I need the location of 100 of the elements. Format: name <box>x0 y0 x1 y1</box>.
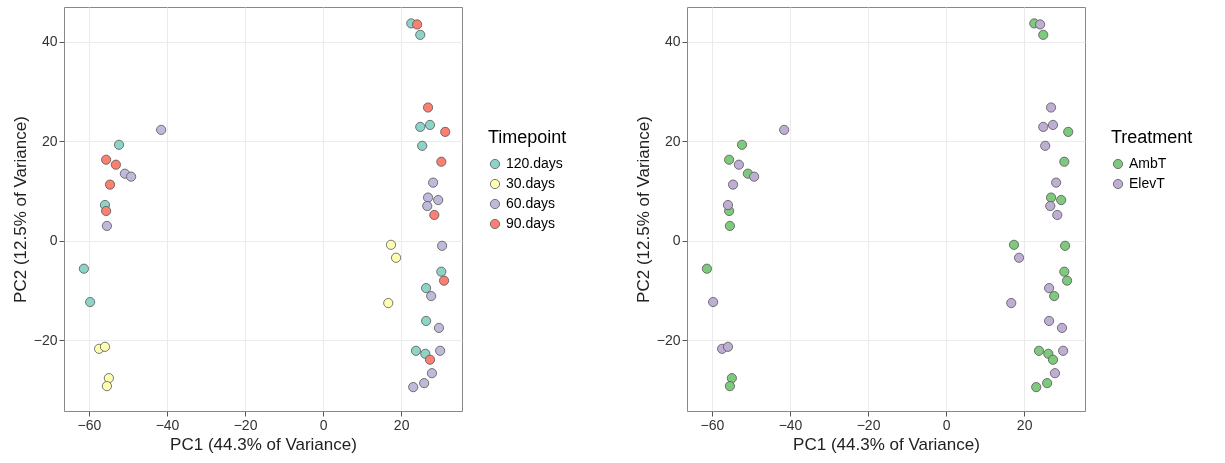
point <box>78 263 89 274</box>
x-tick-label: −40 <box>778 416 803 433</box>
y-tick-label: 40 <box>41 33 58 50</box>
point <box>101 381 112 392</box>
point <box>724 220 735 231</box>
point <box>1033 345 1044 356</box>
x-tick-label: 0 <box>942 416 951 433</box>
point <box>1047 354 1059 365</box>
x-tick-label: 20 <box>393 416 410 433</box>
legend-label: AmbT <box>1129 155 1167 171</box>
point <box>428 177 439 188</box>
point <box>424 119 436 130</box>
point <box>435 345 446 356</box>
point <box>440 126 451 137</box>
point <box>426 368 437 379</box>
point <box>722 200 733 211</box>
point <box>99 341 110 352</box>
point <box>722 341 733 352</box>
y-tick-label: 20 <box>664 132 681 149</box>
point <box>105 179 116 190</box>
point <box>1042 378 1053 389</box>
legend-label: 60.days <box>506 195 556 211</box>
point <box>1038 121 1049 132</box>
point <box>1049 368 1060 379</box>
x-tick-label: −20 <box>856 416 881 433</box>
point <box>1060 240 1071 251</box>
point <box>423 192 434 203</box>
point <box>1045 201 1056 212</box>
y-tick-label: −20 <box>33 331 58 348</box>
point <box>436 266 447 277</box>
point <box>385 239 396 250</box>
point <box>1008 239 1019 250</box>
point <box>1044 283 1055 294</box>
point <box>1040 140 1051 151</box>
y-axis-title: PC2 (12.5% of Variance) <box>633 116 653 303</box>
point <box>1035 19 1046 30</box>
x-axis-title: PC1 (44.3% of Variance) <box>170 434 357 454</box>
point <box>1044 315 1055 326</box>
point <box>1006 298 1017 309</box>
point <box>779 124 790 135</box>
legend-label: 30.days <box>506 175 556 191</box>
point <box>412 19 423 30</box>
point <box>114 139 125 150</box>
y-tick-label: −20 <box>656 331 681 348</box>
point <box>1052 209 1063 220</box>
point <box>110 159 121 170</box>
point <box>433 322 444 333</box>
point <box>1059 266 1070 277</box>
point <box>429 209 440 220</box>
y-tick-label: 0 <box>672 232 681 249</box>
point <box>1046 102 1057 113</box>
point <box>708 297 719 308</box>
point <box>101 205 112 216</box>
x-tick-label: −40 <box>155 416 180 433</box>
x-tick-label: 0 <box>319 416 328 433</box>
point <box>437 240 448 251</box>
point <box>424 354 436 365</box>
legend-title: Timepoint <box>488 127 567 147</box>
point <box>408 382 419 393</box>
legend-label: ElevT <box>1129 175 1166 191</box>
point <box>421 283 432 294</box>
point <box>1056 195 1067 206</box>
point <box>1059 156 1070 167</box>
point <box>101 154 112 165</box>
point <box>1058 345 1069 356</box>
y-tick-label: 20 <box>41 132 58 149</box>
point <box>417 140 428 151</box>
point <box>1038 29 1049 40</box>
point <box>1049 291 1060 302</box>
point <box>733 159 744 170</box>
point <box>749 171 760 182</box>
legend-title: Treatment <box>1111 127 1193 147</box>
x-tick-label: 20 <box>1016 416 1033 433</box>
x-tick-label: −60 <box>700 416 725 433</box>
point <box>383 298 394 309</box>
legend-label: 120.days <box>506 155 563 171</box>
point <box>419 378 430 389</box>
point <box>103 373 114 384</box>
point <box>728 179 739 190</box>
point <box>126 171 137 182</box>
legend-label: 90.days <box>506 215 556 231</box>
y-axis-title: PC2 (12.5% of Variance) <box>10 116 30 303</box>
point <box>439 275 450 286</box>
x-axis-title: PC1 (44.3% of Variance) <box>793 434 980 454</box>
point <box>436 156 447 167</box>
point <box>1063 126 1074 137</box>
point <box>85 297 96 308</box>
point <box>1056 322 1067 333</box>
point <box>415 121 426 132</box>
point <box>1031 382 1042 393</box>
x-tick-label: −20 <box>233 416 258 433</box>
x-tick-label: −60 <box>77 416 102 433</box>
point <box>433 195 444 206</box>
point <box>426 291 437 302</box>
point <box>737 139 748 150</box>
point <box>156 124 167 135</box>
point <box>724 154 735 165</box>
point <box>101 220 112 231</box>
point <box>1062 275 1073 286</box>
point <box>726 373 737 384</box>
